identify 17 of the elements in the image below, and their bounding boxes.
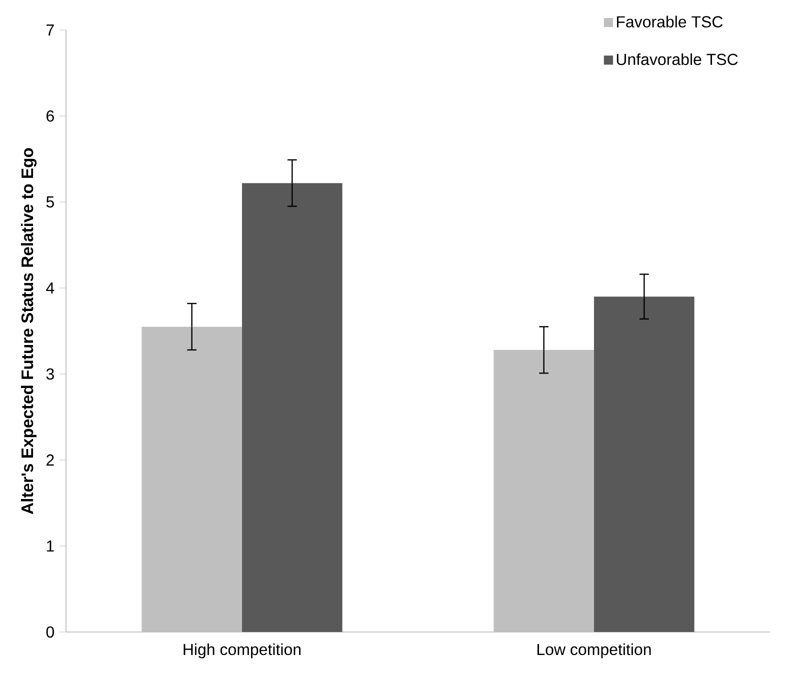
bar — [242, 183, 342, 632]
y-tick-label: 5 — [46, 196, 54, 208]
bar — [494, 350, 594, 632]
bar — [594, 296, 694, 632]
y-tick-label: 0 — [46, 626, 54, 638]
legend-label: Unfavorable TSC — [616, 53, 738, 66]
y-axis-title: Alter's Expected Future Status Relative to Ego — [20, 148, 37, 514]
y-tick-label: 4 — [46, 282, 54, 294]
x-tick-label: High competition — [184, 643, 301, 658]
y-tick-label: 1 — [46, 540, 54, 552]
y-tick-label: 3 — [46, 368, 54, 380]
bar — [142, 326, 242, 632]
y-tick-label: 2 — [46, 454, 54, 466]
legend-label: Favorable TSC — [616, 16, 723, 28]
x-tick-label: Low competition — [538, 643, 651, 658]
y-tick-label: 7 — [46, 24, 54, 36]
y-tick-label: 6 — [46, 110, 54, 122]
